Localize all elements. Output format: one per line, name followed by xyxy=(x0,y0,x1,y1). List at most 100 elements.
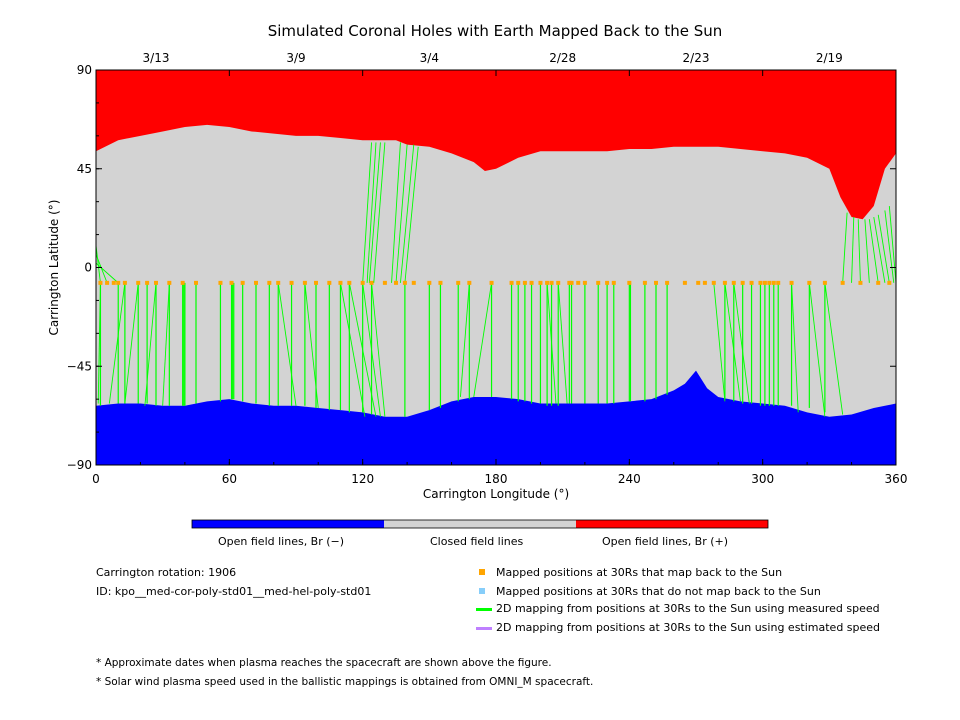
y-axis-label: Carrington Latitude (°) xyxy=(47,200,61,336)
mapping-line-north xyxy=(95,262,119,284)
mapping-line-north xyxy=(368,142,381,283)
mapped-position-marker xyxy=(180,280,185,285)
mapped-position-marker xyxy=(105,280,110,285)
mapping-line-north xyxy=(842,212,848,283)
mapped-position-marker xyxy=(876,280,881,285)
colorbar-segment xyxy=(384,520,576,528)
colorbar-label-negative: Open field lines, Br (−) xyxy=(218,535,345,548)
mapped-position-marker xyxy=(767,280,772,285)
legend-estimated-label: 2D mapping from positions at 30Rs to the… xyxy=(496,621,881,634)
mapping-line-south-slanted xyxy=(557,282,568,404)
mapped-position-marker xyxy=(218,280,223,285)
mapped-position-marker xyxy=(338,280,343,285)
mapped-position-marker xyxy=(369,280,374,285)
legend-mapped-swatch xyxy=(479,569,485,575)
mapping-line-south-slanted xyxy=(733,282,750,404)
mapping-line-north xyxy=(884,210,895,283)
mapping-line-north xyxy=(391,142,401,283)
mapped-position-marker xyxy=(489,280,494,285)
mapping-line-south-slanted xyxy=(162,282,170,406)
mapping-line-north xyxy=(95,245,101,283)
mapped-position-marker xyxy=(302,280,307,285)
mapped-position-marker xyxy=(360,280,365,285)
mapped-position-marker xyxy=(858,280,863,285)
mapped-position-marker xyxy=(327,280,332,285)
mapped-position-marker xyxy=(427,280,432,285)
y-tick-label: 0 xyxy=(84,261,92,275)
mapped-position-marker xyxy=(545,280,550,285)
mapped-position-marker xyxy=(240,280,245,285)
colorbar-label-positive: Open field lines, Br (+) xyxy=(602,535,729,548)
mapped-position-marker xyxy=(394,280,398,285)
mapped-position-marker xyxy=(749,280,754,285)
top-date-label: 2/28 xyxy=(549,51,576,65)
mapping-line-south-slanted xyxy=(348,282,377,417)
mapped-position-marker xyxy=(758,280,763,285)
mapped-position-marker xyxy=(665,280,670,285)
mapping-line-south-slanted xyxy=(144,282,157,406)
mapped-position-marker xyxy=(605,280,610,285)
carrington-rotation-label: Carrington rotation: 1906 xyxy=(96,566,237,579)
south-open-field-region xyxy=(96,370,896,465)
mapped-position-marker xyxy=(556,280,561,285)
mapped-position-marker xyxy=(402,280,407,285)
mapped-position-marker xyxy=(516,280,521,285)
mapping-line-north xyxy=(395,144,408,283)
mapping-line-north xyxy=(864,219,870,283)
mapping-line-south-slanted xyxy=(459,282,470,398)
mapping-line-south-slanted xyxy=(791,282,799,413)
x-tick-label: 180 xyxy=(485,472,508,486)
mapped-position-marker xyxy=(822,280,827,285)
mapped-position-marker xyxy=(116,280,121,285)
top-date-label: 3/9 xyxy=(286,51,305,65)
x-tick-label: 120 xyxy=(351,472,374,486)
footnote-dates: * Approximate dates when plasma reaches … xyxy=(96,657,552,669)
mapped-position-marker xyxy=(887,280,892,285)
chart-title: Simulated Coronal Holes with Earth Mappe… xyxy=(267,22,723,40)
mapped-position-marker xyxy=(549,280,554,285)
mapped-position-marker xyxy=(682,280,687,285)
mapping-line-south-slanted xyxy=(824,282,844,415)
mapped-position-marker xyxy=(731,280,736,285)
y-tick-label: −45 xyxy=(67,359,92,373)
mapping-line-south-slanted xyxy=(108,282,126,404)
colorbar-segment xyxy=(576,520,768,528)
mapped-position-marker xyxy=(267,280,272,285)
mapped-position-marker xyxy=(740,280,745,285)
mapping-line-north xyxy=(868,219,879,283)
mapped-position-marker xyxy=(654,280,658,285)
mapped-position-marker xyxy=(611,280,616,285)
legend-mapped-label: Mapped positions at 30Rs that map back t… xyxy=(496,566,783,579)
mapping-line-south-slanted xyxy=(808,282,826,417)
mapped-position-marker xyxy=(136,280,141,285)
mapped-position-marker xyxy=(509,280,514,285)
mapped-position-marker xyxy=(145,280,150,285)
mapped-position-marker xyxy=(696,280,701,285)
mapped-position-marker xyxy=(467,280,472,285)
mapped-position-marker xyxy=(711,280,716,285)
mapped-position-marker xyxy=(529,280,534,285)
mapped-position-marker xyxy=(642,280,647,285)
mapped-position-marker xyxy=(154,280,158,285)
mapping-line-south-slanted xyxy=(362,282,381,417)
mapped-position-marker xyxy=(807,280,812,285)
mapped-position-marker xyxy=(789,280,794,285)
mapping-line-north xyxy=(373,142,386,283)
mapping-line-south-slanted xyxy=(473,282,493,398)
x-tick-label: 60 xyxy=(222,472,237,486)
mapping-line-south-slanted xyxy=(713,282,726,402)
mapping-line-south-slanted xyxy=(124,282,139,404)
mapped-position-marker xyxy=(122,280,127,285)
colorbar-label-closed: Closed field lines xyxy=(430,535,524,548)
mapped-position-marker xyxy=(576,280,581,285)
mapped-position-marker xyxy=(411,280,416,285)
mapping-line-south-slanted xyxy=(724,282,741,402)
mapped-position-marker xyxy=(627,280,632,285)
mapped-position-marker xyxy=(567,280,572,285)
mapping-line-south-slanted xyxy=(277,282,297,406)
mapping-line-south-slanted xyxy=(371,282,386,417)
mapped-position-marker xyxy=(229,280,234,285)
footnote-speed: * Solar wind plasma speed used in the ba… xyxy=(96,676,594,688)
mapped-position-marker xyxy=(538,280,543,285)
mapping-line-south-slanted xyxy=(97,282,101,404)
